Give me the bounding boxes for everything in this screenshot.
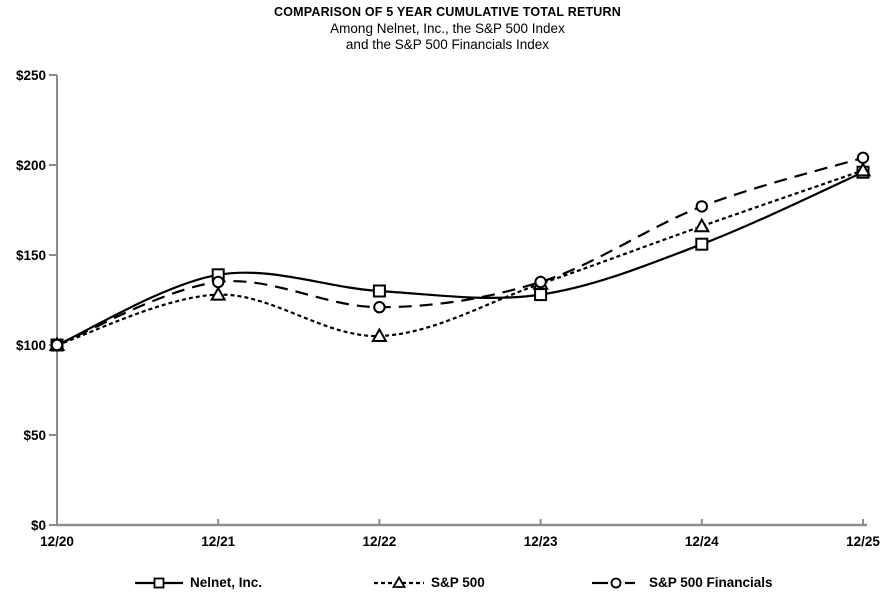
marker-triangle [854,161,872,177]
x-tick-label: 12/25 [846,534,880,549]
marker-square [695,237,709,251]
marker-triangle [693,217,711,233]
legend-label-sp500-financials: S&P 500 Financials [649,575,773,590]
x-tick-label: 12/20 [40,534,74,549]
marker-circle [212,275,225,289]
marker-circle [534,275,547,289]
legend-item-sp500-financials: S&P 500 Financials [592,575,773,590]
series-line-s-p-500-financials [56,156,864,347]
marker-circle [373,301,386,314]
legend-label-sp500: S&P 500 [431,575,485,590]
y-tick-label: $200 [16,158,46,173]
chart-title: COMPARISON OF 5 YEAR CUMULATIVE TOTAL RE… [273,5,621,19]
chart-header: COMPARISON OF 5 YEAR CUMULATIVE TOTAL RE… [0,4,895,53]
marker-triangle [209,286,227,301]
legend-item-nelnet: Nelnet, Inc. [135,575,262,590]
marker-circle [50,338,64,352]
x-tick-label: 12/24 [685,534,719,549]
x-tick-label: 12/22 [363,534,397,549]
legend-item-sp500: S&P 500 [374,575,485,590]
y-tick-label: $100 [16,338,46,353]
x-tick-label: 12/21 [201,534,235,549]
legend-label-nelnet: Nelnet, Inc. [190,575,263,590]
solid-line-square-marker-icon [135,577,183,588]
marker-circle [856,151,870,165]
dotted-line-triangle-marker-icon [374,575,424,588]
chart-subtitle-line2: and the S&P 500 Financials Index [345,37,550,52]
y-tick-label: $50 [23,428,46,443]
x-tick-label: 12/23 [524,534,558,549]
y-tick-label: $150 [16,248,46,263]
marker-triangle [371,327,388,342]
y-tick-label: $0 [31,518,46,533]
dashed-line-circle-marker-icon [592,577,635,588]
y-tick-label: $250 [16,68,46,83]
marker-square [534,288,548,302]
series-line-nelnet-inc [56,171,864,347]
legend: Nelnet, Inc. S&P 500 S&P 500 Financials [0,575,895,595]
chart-subtitle-line1: Among Nelnet, Inc., the S&P 500 Index [330,21,565,36]
marker-circle [695,200,708,213]
marker-square [372,284,386,298]
series-line-s-p-500 [56,169,864,347]
